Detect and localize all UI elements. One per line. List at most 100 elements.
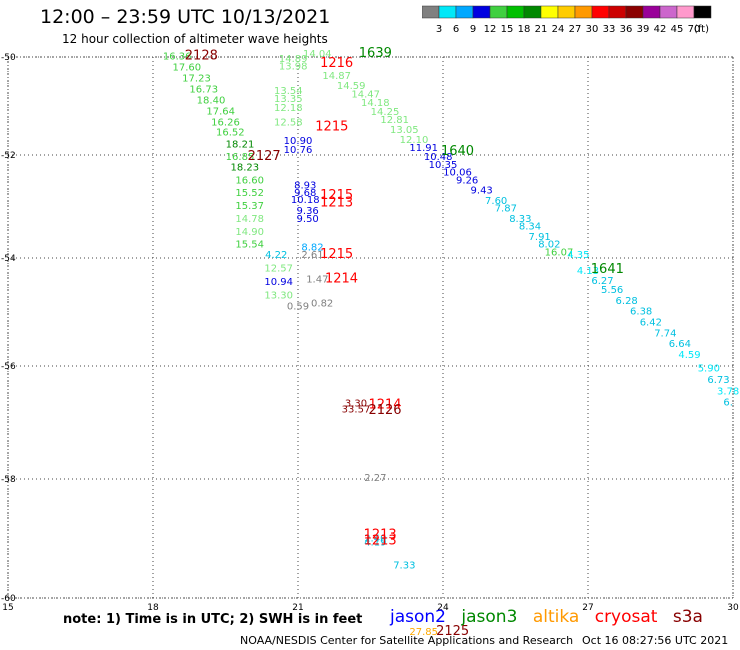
map-title: 12:00 – 23:59 UTC 10/13/2021 bbox=[40, 6, 331, 28]
wave-height-label: 3.78 bbox=[717, 386, 739, 397]
wave-height-label: 18.23 bbox=[231, 162, 260, 173]
pass-time-label: 1640 bbox=[441, 144, 474, 159]
wave-height-label: 7.87 bbox=[495, 204, 517, 215]
scale-tick-label: 39 bbox=[637, 24, 650, 35]
wave-height-label: 4.13 bbox=[577, 266, 599, 277]
scale-tick-label: 9 bbox=[470, 24, 476, 35]
wave-height-label: 14.04 bbox=[303, 49, 332, 60]
lon-tick-label: 27 bbox=[582, 603, 593, 613]
wave-height-label: 14.18 bbox=[361, 98, 390, 109]
wave-height-label: 13.54 bbox=[274, 86, 303, 97]
wave-height-label: 10.48 bbox=[424, 152, 453, 163]
wave-height-label: 13.30 bbox=[264, 291, 293, 302]
scale-tick-label: 12 bbox=[484, 24, 497, 35]
wave-height-label: 6.64 bbox=[669, 339, 691, 350]
scale-tick-label: 24 bbox=[552, 24, 565, 35]
wave-height-label: 8.02 bbox=[538, 240, 560, 251]
lat-tick-label: -56 bbox=[1, 362, 16, 372]
wave-height-label: 18.40 bbox=[197, 96, 226, 107]
wave-height-label: 4.59 bbox=[678, 350, 700, 361]
wave-height-label: 12.57 bbox=[264, 264, 293, 275]
wave-height-label: 9.50 bbox=[297, 214, 319, 225]
legend-altika: altika bbox=[532, 607, 580, 627]
timestamp-text: Oct 16 08:27:56 UTC 2021 bbox=[582, 634, 729, 647]
wave-height-label: 7.74 bbox=[654, 328, 676, 339]
wave-height-label: 2.40 bbox=[364, 533, 386, 544]
wave-height-label: 3.30 bbox=[345, 399, 367, 410]
wave-height-label: 12.18 bbox=[274, 103, 303, 114]
wave-height-label: 16.85 bbox=[226, 152, 255, 163]
scale-tick-label: 36 bbox=[620, 24, 633, 35]
lat-tick-label: -50 bbox=[1, 53, 16, 63]
wave-height-label: 14.90 bbox=[235, 227, 264, 238]
wave-height-color-scale: 3 6 9 12 15 18 21 24 27 30 33 36 39 42 45 70(ft) bbox=[422, 5, 712, 35]
wave-height-label: 16.36 bbox=[163, 51, 192, 62]
wave-height-label: 6.38 bbox=[630, 307, 652, 318]
scale-swatch bbox=[693, 5, 712, 19]
scale-tick-label: 45 bbox=[671, 24, 684, 35]
wave-height-label: 6. bbox=[723, 398, 733, 409]
scale-tick-label: 21 bbox=[535, 24, 548, 35]
wave-height-label: 8.33 bbox=[509, 214, 531, 225]
lon-tick-label: 15 bbox=[2, 603, 13, 613]
wave-height-label: 14.59 bbox=[337, 81, 366, 92]
scale-tick-label: 42 bbox=[654, 24, 667, 35]
wave-height-label: 9.26 bbox=[456, 175, 478, 186]
credit-text: NOAA/NESDIS Center for Satellite Applica… bbox=[240, 634, 574, 647]
wave-height-label: 17.60 bbox=[173, 63, 202, 74]
pass-time-label: 1213 bbox=[320, 196, 353, 211]
wave-height-label: 12.58 bbox=[274, 118, 303, 129]
wave-height-label: 12.81 bbox=[380, 115, 409, 126]
wave-height-label: 15.37 bbox=[235, 201, 264, 212]
wave-height-label: 2.27 bbox=[364, 473, 386, 484]
wave-height-label: 10.94 bbox=[264, 277, 293, 288]
lon-tick-label: 30 bbox=[727, 603, 739, 613]
wave-height-label: 16.07 bbox=[545, 247, 574, 258]
map-subtitle: 12 hour collection of altimeter wave hei… bbox=[62, 32, 328, 46]
pass-time-label: 2126 bbox=[368, 403, 401, 418]
wave-height-label: 13.05 bbox=[390, 125, 419, 136]
scale-tick-label: 70 bbox=[688, 24, 701, 35]
wave-height-label: 5.90 bbox=[698, 364, 720, 375]
wave-height-label: 2.61 bbox=[301, 250, 323, 261]
scale-tick-label: 30 bbox=[586, 24, 599, 35]
note-text: note: 1) Time is in UTC; 2) SWH is in fe… bbox=[63, 612, 363, 627]
lon-tick-label: 24 bbox=[437, 603, 449, 613]
wave-height-label: 10.90 bbox=[284, 136, 313, 147]
wave-height-label: 14.47 bbox=[351, 90, 380, 101]
scale-tick-label: 27 bbox=[569, 24, 582, 35]
pass-time-label: 2125 bbox=[436, 624, 469, 639]
lon-tick-label: 21 bbox=[292, 603, 303, 613]
wave-height-label: 8.93 bbox=[294, 180, 316, 191]
wave-height-label: 11.91 bbox=[409, 143, 438, 154]
pass-time-label: 1213 bbox=[364, 528, 397, 543]
pass-time-label: 1639 bbox=[359, 46, 392, 61]
pass-time-label: 1216 bbox=[320, 56, 353, 71]
wave-height-label: 17.23 bbox=[182, 74, 211, 85]
pass-time-label: 1214 bbox=[368, 397, 401, 412]
wave-height-label: 18.21 bbox=[226, 140, 255, 151]
wave-height-label: 10.76 bbox=[284, 145, 313, 156]
wave-height-label: 15.54 bbox=[235, 240, 264, 251]
wave-height-label: 8.34 bbox=[519, 222, 541, 233]
wave-height-label: 16.73 bbox=[189, 84, 218, 95]
map-frame bbox=[7, 56, 734, 599]
wave-height-label: 15.52 bbox=[235, 188, 264, 199]
wave-height-label: 10.35 bbox=[429, 160, 458, 171]
wave-height-label: 9.68 bbox=[294, 188, 316, 199]
scale-tick-label: 3 bbox=[436, 24, 442, 35]
pass-time-label: 1213 bbox=[364, 533, 397, 548]
wave-height-label: 17.64 bbox=[206, 106, 235, 117]
lat-tick-label: -52 bbox=[1, 151, 16, 161]
wave-height-label: 4.19 bbox=[364, 538, 386, 549]
wave-height-label: 0.82 bbox=[311, 299, 333, 310]
wave-height-label: 6.42 bbox=[640, 318, 662, 329]
satellite-legend: jason2 jason3 altika cryosat s3a bbox=[390, 607, 713, 627]
wave-height-label: 16.60 bbox=[235, 175, 264, 186]
scale-tick-label: 33 bbox=[603, 24, 616, 35]
wave-height-label: 4.22 bbox=[265, 250, 287, 261]
wave-height-label: 0.59 bbox=[287, 301, 309, 312]
wave-height-label: 4.35 bbox=[567, 250, 589, 261]
wave-height-label: 14.87 bbox=[322, 71, 351, 82]
